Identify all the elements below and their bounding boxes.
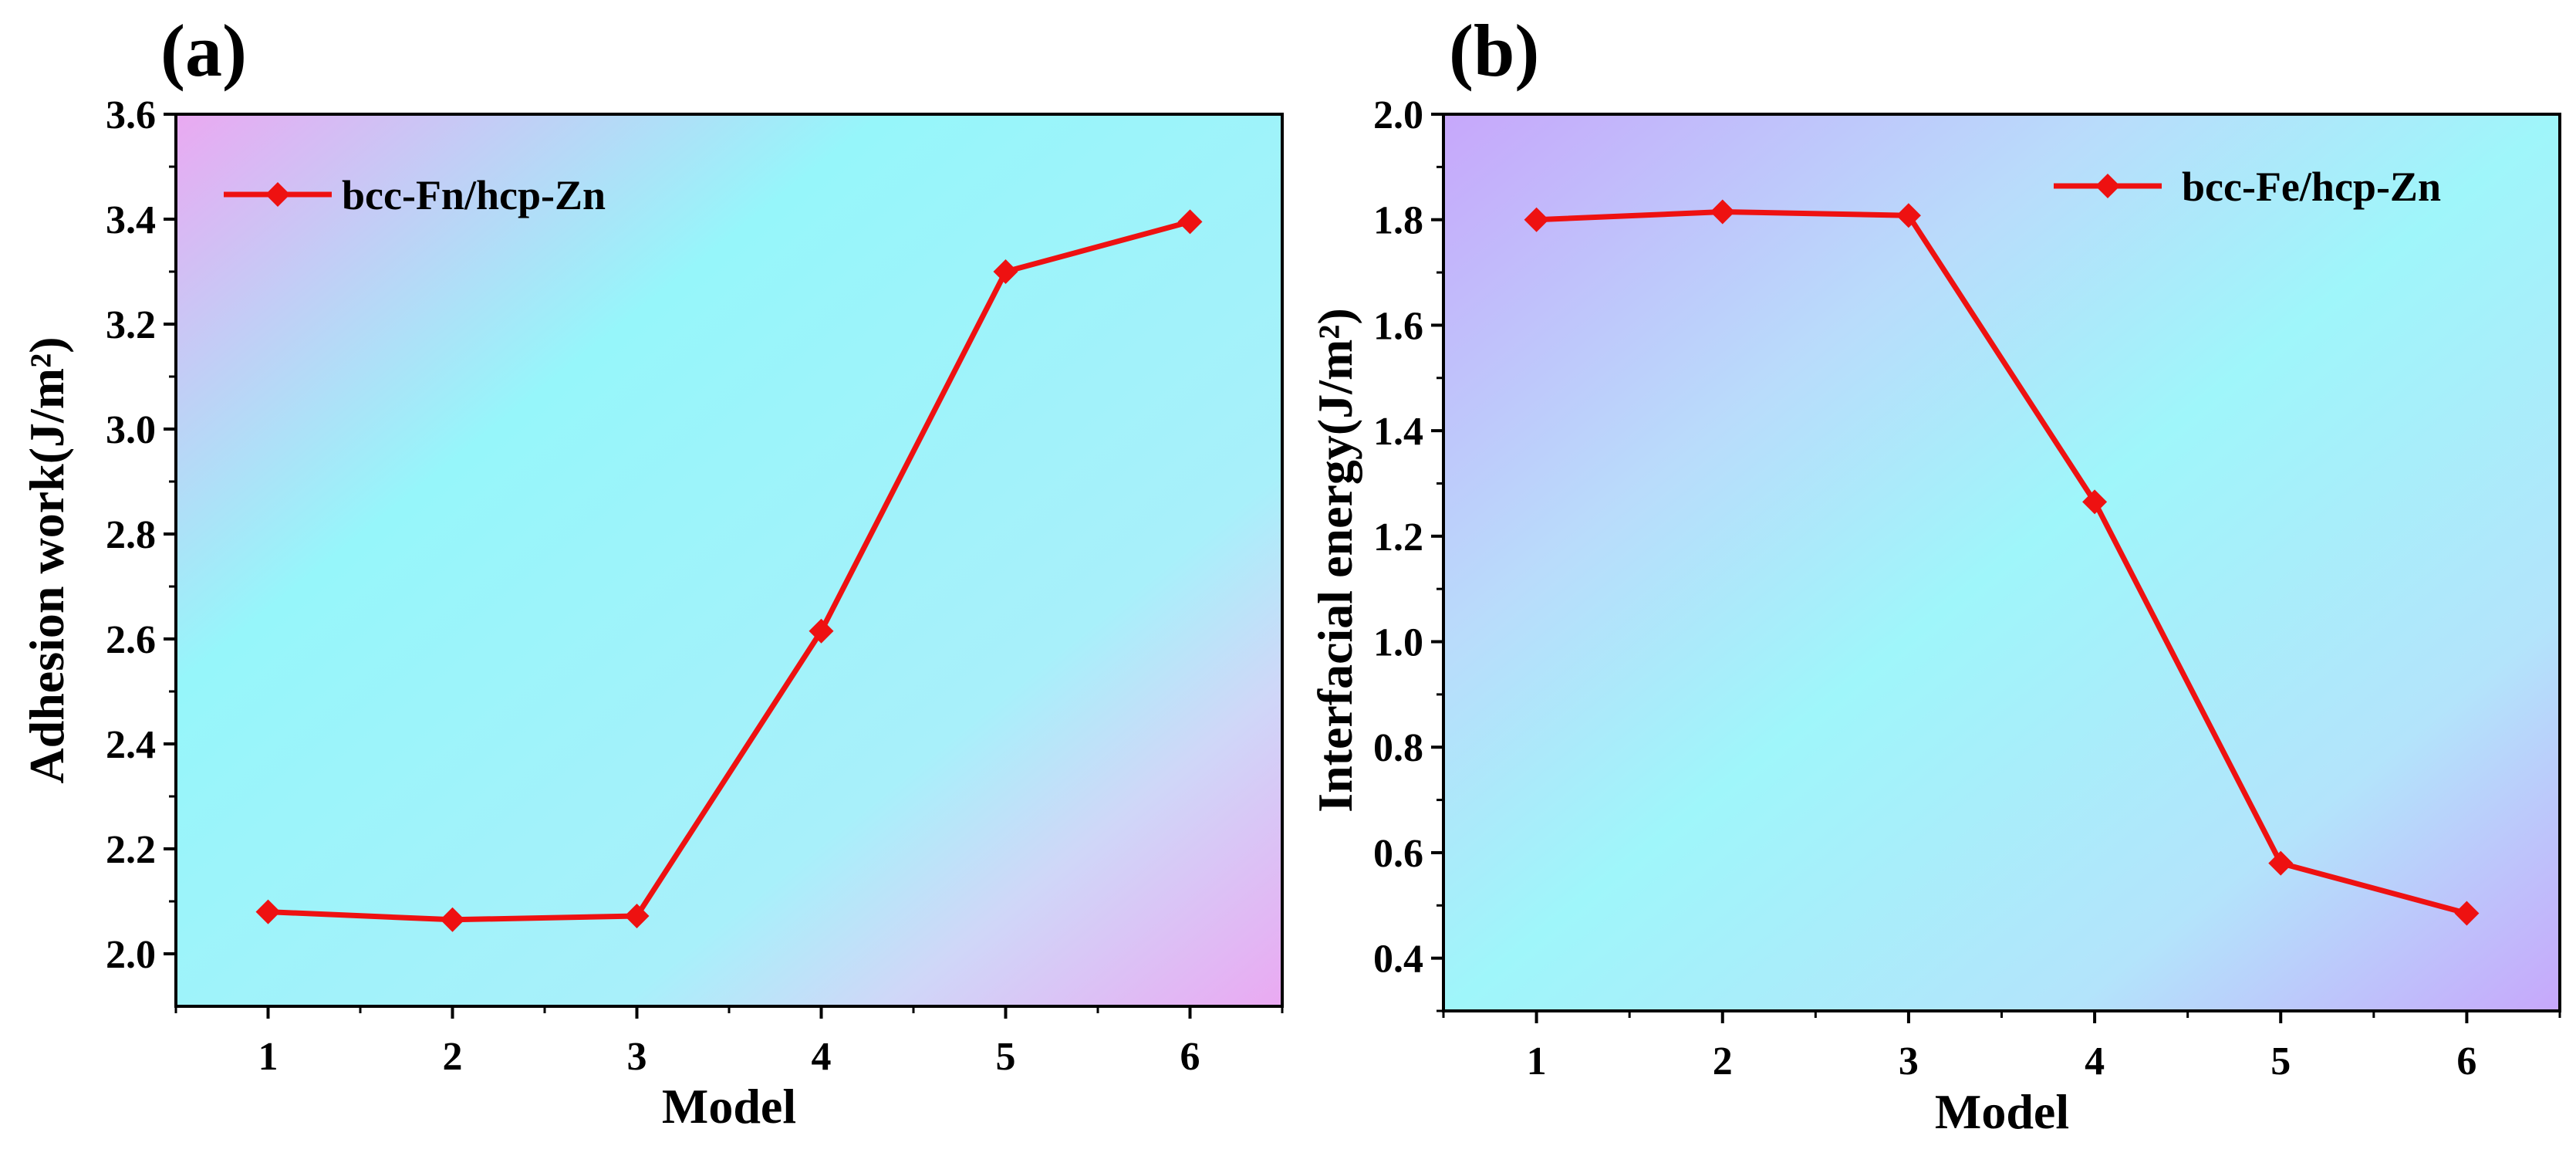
data-point [993,259,1018,284]
y-ticks-a: 2.0 2.2 2.4 2.6 2.8 3.0 3.2 3.4 3.6 [106,93,176,977]
data-point [1710,199,1735,225]
x-ticks-b: 1 2 3 4 5 6 [1442,1011,2561,1083]
series-b [1524,199,2480,926]
y-tick-label: 1.4 [1373,410,1423,454]
data-point [1896,203,1921,228]
x-tick-label: 3 [1899,1039,1919,1083]
y-tick-label: 3.2 [106,303,156,347]
x-tick-label: 4 [2085,1039,2105,1083]
panel-a: (a) 2.0 2.2 2.4 2.6 2.8 3.0 3.2 3.4 3.6 1 2 3 4 5 6 M… [19,9,1284,1134]
series-line [1536,209,2468,916]
plot-background-b [1443,114,2560,1011]
y-tick-label: 2.6 [106,618,156,662]
x-tick-label: 5 [2270,1039,2291,1083]
y-tick-label: 0.8 [1373,726,1423,770]
panel-label-a: (a) [160,9,247,92]
x-tick-label: 6 [1180,1035,1200,1079]
x-tick-label: 5 [996,1035,1016,1079]
y-tick-label: 2.4 [106,723,156,767]
data-point [2268,850,2294,876]
y-tick-label: 2.0 [106,933,156,977]
data-point [1524,207,1549,232]
x-tick-label: 1 [1527,1039,1547,1083]
y-tick-label: 1.8 [1373,199,1423,243]
y-tick-label: 2.8 [106,513,156,557]
y-ticks-b: 0.4 0.6 0.8 1.0 1.2 1.4 1.6 1.8 2.0 [1373,93,1443,1012]
legend-label-a: bcc-Fn/hcp-Zn [342,172,606,218]
y-tick-label: 1.0 [1373,621,1423,665]
x-ticks-a: 1 2 3 4 5 6 [174,1006,1284,1079]
legend-b: bcc-Fe/hcp-Zn [2054,164,2441,210]
x-tick-label: 2 [443,1035,463,1079]
data-point [1177,209,1203,235]
plot-frame-b [1442,113,2561,1012]
x-tick-label: 4 [812,1035,832,1079]
x-tick-label: 3 [627,1035,647,1079]
y-tick-label: 0.6 [1373,832,1423,876]
legend-marker-a [265,182,290,207]
x-tick-label: 6 [2456,1039,2476,1083]
series-line [268,219,1191,923]
y-tick-label: 3.4 [106,198,156,242]
data-point [440,907,465,932]
y-tick-label: 2.2 [106,828,156,872]
x-tick-label: 1 [258,1035,279,1079]
legend-label-b: bcc-Fe/hcp-Zn [2182,164,2441,210]
panel-label-b: (b) [1449,9,1539,92]
data-point [809,618,834,644]
panel-b: (b) 0.4 0.6 0.8 1.0 1.2 1.4 1.6 1.8 2.0 1 2 3 4 5 6 M… [1308,9,2561,1139]
y-axis-title-b: Interfacial energy(J/m²) [1308,308,1362,813]
x-axis-title-b: Model [1935,1084,2069,1139]
x-axis-title-a: Model [662,1079,796,1134]
plot-background-a [176,114,1282,1006]
data-point [2454,901,2480,926]
y-tick-label: 2.0 [1373,93,1423,137]
data-point [255,899,281,924]
data-point [624,904,650,929]
legend-marker-b [2095,174,2120,198]
y-tick-label: 3.0 [106,408,156,452]
plot-frame-a [174,113,1284,1008]
series-a [255,209,1203,932]
y-tick-label: 1.2 [1373,515,1423,559]
y-tick-label: 3.6 [106,93,156,137]
y-axis-title-a: Adhesion work(J/m²) [19,336,74,783]
y-tick-label: 1.6 [1373,304,1423,348]
legend-a: bcc-Fn/hcp-Zn [224,172,606,218]
data-point [2082,489,2108,515]
y-tick-label: 0.4 [1373,938,1423,982]
x-tick-label: 2 [1713,1039,1733,1083]
